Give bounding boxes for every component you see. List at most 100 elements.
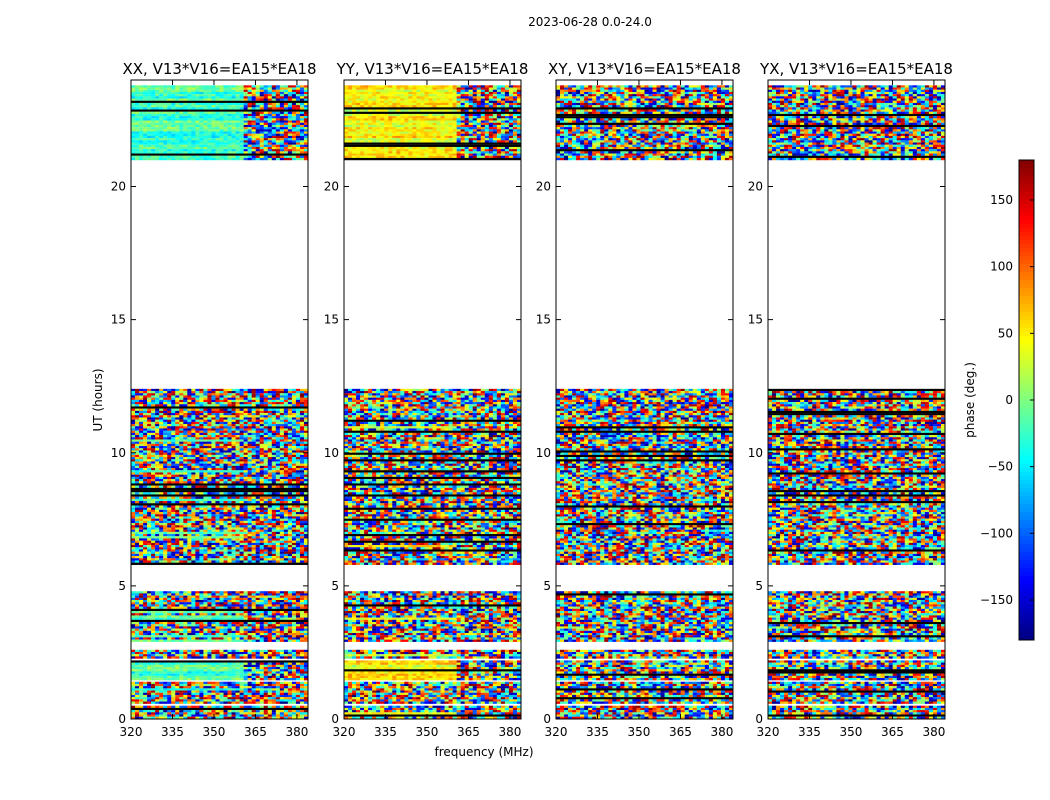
x-tick-label: 350: [203, 725, 226, 739]
colorbar-segment: [1019, 444, 1034, 449]
colorbar-segment: [1019, 372, 1034, 377]
colorbar-tick-label: −100: [980, 526, 1013, 540]
y-tick-label: 10: [111, 446, 126, 460]
colorbar-segment: [1019, 544, 1034, 549]
colorbar-segment: [1019, 224, 1034, 229]
panel-frame: [343, 79, 522, 720]
colorbar-segment: [1019, 620, 1034, 625]
colorbar-segment: [1019, 624, 1034, 629]
colorbar-segment: [1019, 396, 1034, 401]
colorbar-segment: [1019, 272, 1034, 277]
colorbar-segment: [1019, 588, 1034, 593]
y-tick-label: 15: [536, 313, 551, 327]
colorbar-segment: [1019, 480, 1034, 485]
x-tick-label: 380: [710, 725, 733, 739]
colorbar-segment: [1019, 412, 1034, 417]
panel-frame: [555, 79, 734, 720]
y-tick-label: 5: [543, 579, 551, 593]
colorbar-tick-label: 0: [1005, 393, 1013, 407]
y-tick-label: 15: [111, 313, 126, 327]
colorbar-segment: [1019, 576, 1034, 581]
colorbar-segment: [1019, 256, 1034, 261]
colorbar-segment: [1019, 428, 1034, 433]
x-tick-label: 365: [244, 725, 267, 739]
colorbar-label: phase (deg.): [963, 362, 977, 438]
colorbar-segment: [1019, 636, 1034, 641]
colorbar-segment: [1019, 340, 1034, 345]
y-tick-label: 0: [755, 712, 763, 726]
colorbar-segment: [1019, 564, 1034, 569]
colorbar-segment: [1019, 504, 1034, 509]
colorbar-segment: [1019, 408, 1034, 413]
colorbar-segment: [1019, 612, 1034, 617]
colorbar-segment: [1019, 420, 1034, 425]
colorbar-tick-label: 50: [998, 326, 1013, 340]
colorbar-segment: [1019, 328, 1034, 333]
x-tick-label: 350: [628, 725, 651, 739]
y-axis-label: UT (hours): [91, 368, 105, 431]
colorbar-segment: [1019, 484, 1034, 489]
colorbar-segment: [1019, 260, 1034, 265]
panel-title: XY, V13*V16=EA15*EA18: [548, 60, 741, 78]
colorbar-segment: [1019, 580, 1034, 585]
colorbar-segment: [1019, 244, 1034, 249]
colorbar-segment: [1019, 180, 1034, 185]
colorbar-segment: [1019, 176, 1034, 181]
colorbar-segment: [1019, 608, 1034, 613]
colorbar-segment: [1019, 512, 1034, 517]
colorbar-segment: [1019, 628, 1034, 633]
colorbar-segment: [1019, 344, 1034, 349]
colorbar-segment: [1019, 236, 1034, 241]
panel-title: XX, V13*V16=EA15*EA18: [122, 60, 316, 78]
x-tick-label: 380: [498, 725, 521, 739]
panel-frame: [130, 79, 309, 720]
colorbar-segment: [1019, 540, 1034, 545]
colorbar-segment: [1019, 516, 1034, 521]
colorbar: 150 100 50 0 −50 −100 −150: [980, 159, 1035, 641]
y-tick-label: 0: [543, 712, 551, 726]
x-tick-label: 335: [161, 725, 184, 739]
y-tick-label: 15: [324, 313, 339, 327]
colorbar-segment: [1019, 300, 1034, 305]
y-tick-label: 5: [331, 579, 339, 593]
colorbar-segment: [1019, 572, 1034, 577]
colorbar-segment: [1019, 364, 1034, 369]
colorbar-tick-label: −50: [988, 460, 1013, 474]
colorbar-segment: [1019, 164, 1034, 169]
colorbar-segment: [1019, 500, 1034, 505]
y-tick-label: 10: [324, 446, 339, 460]
x-tick-label: 320: [120, 725, 143, 739]
colorbar-tick-label: 150: [990, 193, 1013, 207]
colorbar-segment: [1019, 584, 1034, 589]
colorbar-segment: [1019, 160, 1034, 165]
colorbar-segment: [1019, 216, 1034, 221]
colorbar-segment: [1019, 492, 1034, 497]
colorbar-tick-label: −150: [980, 593, 1013, 607]
colorbar-segment: [1019, 524, 1034, 529]
colorbar-segment: [1019, 548, 1034, 553]
colorbar-segment: [1019, 532, 1034, 537]
colorbar-segment: [1019, 424, 1034, 429]
colorbar-segment: [1019, 400, 1034, 405]
colorbar-segment: [1019, 320, 1034, 325]
y-tick-label: 15: [748, 313, 763, 327]
y-tick-label: 10: [536, 446, 551, 460]
colorbar-segment: [1019, 552, 1034, 557]
colorbar-segment: [1019, 308, 1034, 313]
x-tick-label: 335: [374, 725, 397, 739]
colorbar-segment: [1019, 356, 1034, 361]
phase-image: [768, 85, 945, 719]
colorbar-segment: [1019, 276, 1034, 281]
x-tick-label: 380: [285, 725, 308, 739]
y-tick-label: 20: [536, 180, 551, 194]
colorbar-segment: [1019, 556, 1034, 561]
colorbar-segment: [1019, 192, 1034, 197]
panel-title: YY, V13*V16=EA15*EA18: [336, 60, 529, 78]
colorbar-segment: [1019, 416, 1034, 421]
colorbar-segment: [1019, 252, 1034, 257]
x-tick-label: 350: [416, 725, 439, 739]
y-tick-label: 20: [111, 180, 126, 194]
colorbar-segment: [1019, 304, 1034, 309]
colorbar-segment: [1019, 560, 1034, 565]
colorbar-segment: [1019, 460, 1034, 465]
